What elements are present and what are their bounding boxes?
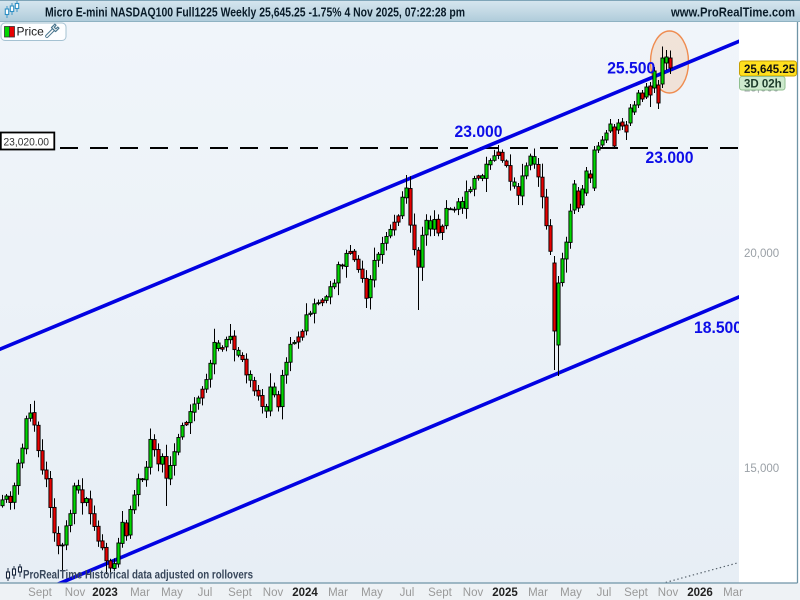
svg-text:Nov: Nov (65, 587, 86, 599)
svg-text:Mar: Mar (528, 587, 548, 599)
svg-text:Jul: Jul (198, 587, 213, 599)
svg-text:Nov: Nov (658, 587, 679, 599)
svg-text:Nov: Nov (263, 587, 284, 599)
svg-text:ProRealTime Historical data ad: ProRealTime Historical data adjusted on … (23, 570, 253, 582)
svg-text:23.000: 23.000 (455, 123, 503, 141)
svg-text:2023: 2023 (92, 587, 118, 599)
svg-text:Nov: Nov (463, 587, 484, 599)
svg-text:15,000: 15,000 (744, 463, 779, 475)
svg-text:May: May (361, 587, 383, 599)
svg-text:2025: 2025 (492, 587, 518, 599)
svg-text:Mar: Mar (723, 587, 743, 599)
svg-text:Sept: Sept (28, 587, 52, 599)
svg-text:23.000: 23.000 (646, 149, 694, 167)
svg-text:18.500: 18.500 (694, 319, 742, 337)
svg-text:20,000: 20,000 (744, 248, 779, 260)
svg-text:May: May (161, 587, 183, 599)
svg-text:Jul: Jul (400, 587, 415, 599)
svg-text:Mar: Mar (130, 587, 150, 599)
svg-text:Sept: Sept (428, 587, 452, 599)
svg-text:Mar: Mar (328, 587, 348, 599)
svg-text:Micro E-mini NASDAQ100 Full122: Micro E-mini NASDAQ100 Full1225 Weekly 2… (45, 5, 465, 20)
svg-text:May: May (560, 587, 582, 599)
svg-text:23,020.00: 23,020.00 (4, 137, 50, 149)
svg-text:Sept: Sept (228, 587, 252, 599)
svg-text:Jul: Jul (597, 587, 612, 599)
svg-text:25,645.25: 25,645.25 (744, 64, 796, 76)
svg-text:2024: 2024 (292, 587, 318, 599)
svg-text:25.500: 25.500 (607, 59, 655, 77)
svg-text:Sept: Sept (624, 587, 648, 599)
svg-text:www.ProRealTime.com: www.ProRealTime.com (670, 5, 795, 20)
svg-text:2026: 2026 (687, 587, 713, 599)
svg-text:Price: Price (17, 25, 45, 39)
svg-text:3D 02h: 3D 02h (744, 78, 782, 90)
